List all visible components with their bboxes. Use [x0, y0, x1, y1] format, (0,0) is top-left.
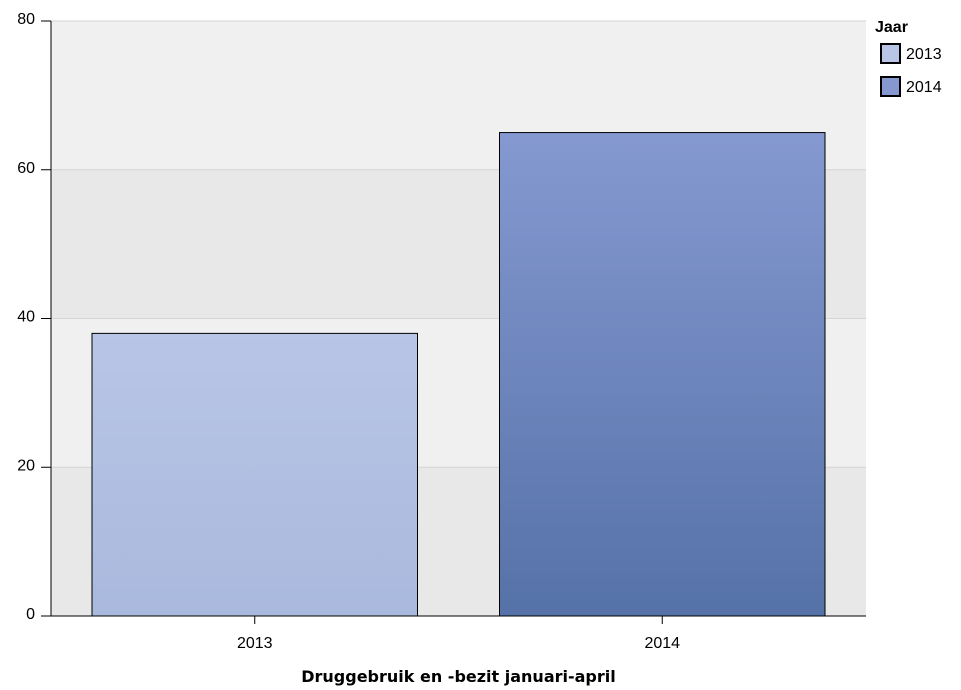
- bars: [91, 132, 826, 617]
- y-tick-label: 20: [17, 457, 35, 474]
- legend-label-2013: 2013: [906, 46, 942, 63]
- y-axis-ticks: 0 20 40 60 80: [17, 11, 51, 623]
- x-axis-ticks: 2013 2014: [237, 616, 680, 652]
- x-tick-label: 2014: [644, 635, 680, 652]
- x-axis-label: Druggebruik en -bezit januari-april: [301, 667, 616, 686]
- x-tick-label: 2013: [237, 635, 273, 652]
- y-tick-label: 40: [17, 309, 35, 326]
- bar-2014: [499, 132, 826, 617]
- y-tick-label: 0: [26, 606, 35, 623]
- legend-title: Jaar: [875, 19, 908, 36]
- legend-swatch-2013: [880, 43, 901, 64]
- legend-swatch-2014: [880, 76, 901, 97]
- y-tick-label: 80: [17, 11, 35, 28]
- y-tick-label: 60: [17, 160, 35, 177]
- legend-label-2014: 2014: [906, 79, 942, 96]
- legend: Jaar 2013 2014: [875, 19, 942, 97]
- bar-2013: [91, 332, 418, 617]
